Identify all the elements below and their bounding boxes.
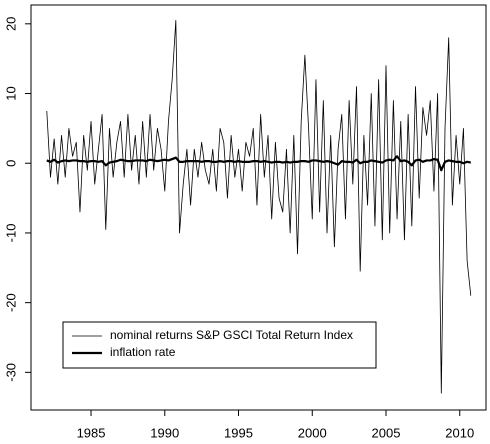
x-tick-label: 2010 <box>445 425 474 440</box>
legend-label: nominal returns S&P GSCI Total Return In… <box>110 328 353 342</box>
x-tick-label: 1995 <box>224 425 253 440</box>
y-tick-label: -20 <box>3 293 18 312</box>
y-tick-label: -30 <box>3 363 18 382</box>
x-tick-label: 2005 <box>372 425 401 440</box>
series-line <box>46 19 472 394</box>
y-tick-label: 20 <box>3 17 18 31</box>
legend: nominal returns S&P GSCI Total Return In… <box>62 321 377 369</box>
plot-box <box>30 4 487 411</box>
y-tick-label: 10 <box>3 86 18 100</box>
legend-box <box>62 321 377 369</box>
x-tick-label: 2000 <box>298 425 327 440</box>
y-tick-label: -10 <box>3 224 18 243</box>
x-tick-label: 1990 <box>150 425 179 440</box>
x-tick-label: 1985 <box>77 425 106 440</box>
legend-label: inflation rate <box>110 345 176 359</box>
y-tick-label: 0 <box>3 160 18 167</box>
series-line <box>46 155 472 172</box>
